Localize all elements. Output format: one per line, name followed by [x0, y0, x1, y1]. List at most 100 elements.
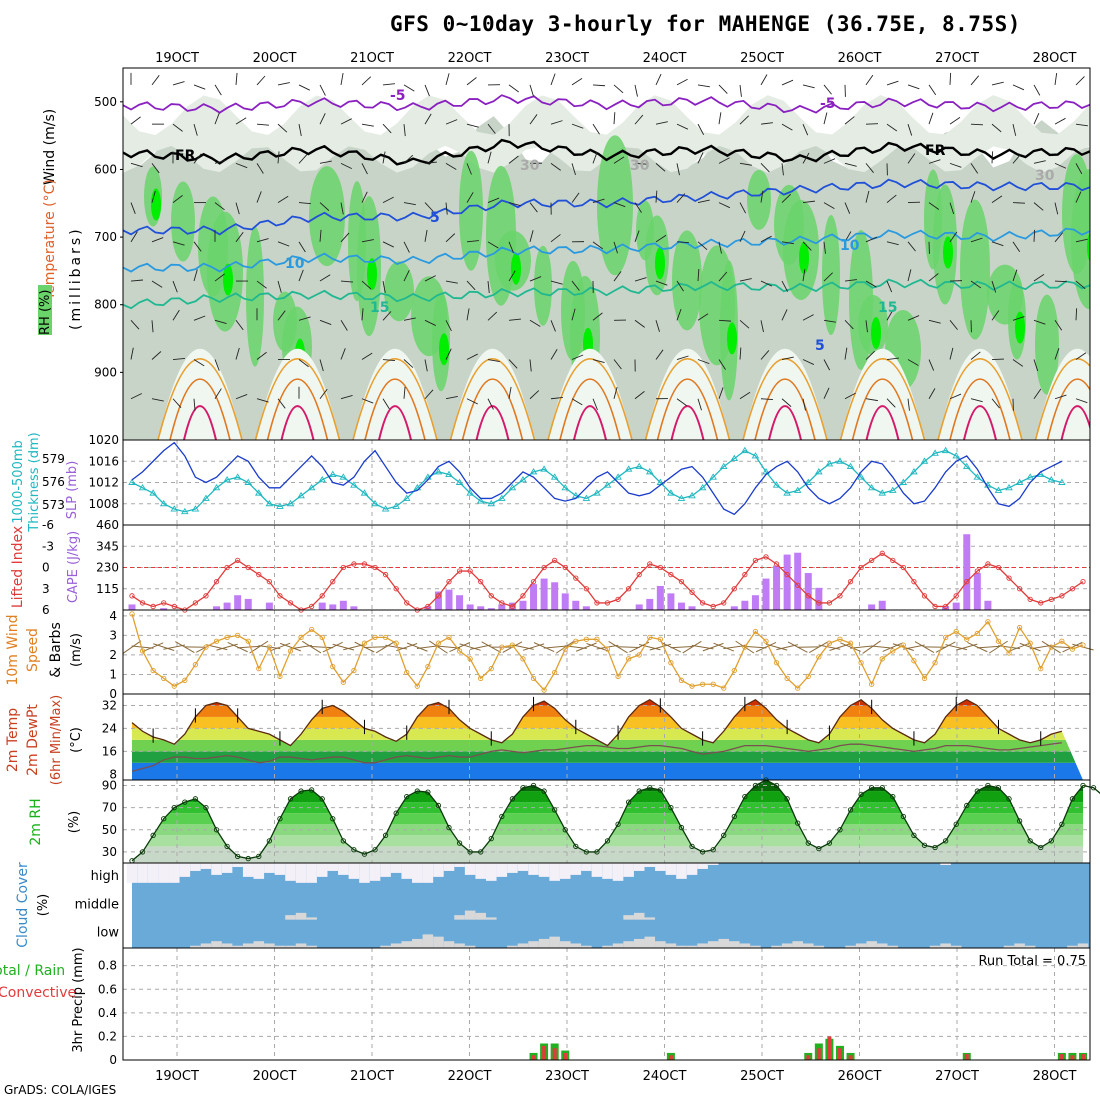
- upper-wind-barb: [424, 359, 428, 372]
- rh-line-point: [784, 796, 790, 802]
- lifted-index-line-point: [847, 579, 854, 585]
- upper-wind-barb: [970, 351, 981, 360]
- upper-wind-barb: [886, 80, 899, 86]
- cape-bar: [635, 604, 643, 610]
- cape-bar: [878, 600, 886, 610]
- upper-wind-barb: [340, 73, 344, 85]
- upper-wind-barb: [550, 120, 563, 125]
- upper-wind-barb: [235, 394, 248, 400]
- upper-wind-barb: [298, 124, 302, 137]
- wind-speed-line-point: [964, 636, 970, 642]
- upper-wind-barb: [361, 239, 374, 243]
- wind-speed-line-point: [816, 654, 822, 660]
- isotherm-20: [839, 358, 926, 440]
- thickness-line-point: [561, 483, 570, 491]
- cloud-cover-cell: [686, 863, 698, 875]
- upper-wind-barb: [172, 81, 185, 86]
- cloud-cover-cell: [623, 915, 634, 920]
- upper-wind-barb: [781, 163, 784, 176]
- upper-wind-barb: [193, 359, 205, 367]
- upper-wind-barb: [865, 74, 874, 86]
- top-date-label: 27OCT: [935, 51, 979, 66]
- upper-wind-barb: [613, 84, 624, 94]
- lifted-index-line-point: [330, 579, 336, 585]
- upper-wind-barb: [844, 279, 857, 282]
- upper-wind-barb: [424, 229, 428, 242]
- rh-line-point: [213, 827, 220, 833]
- temp-color-band: [132, 762, 1083, 780]
- cape-bar: [561, 593, 569, 610]
- upper-wind-barb: [466, 77, 477, 86]
- rh-line-point: [742, 793, 748, 800]
- upper-wind-barb: [403, 202, 416, 206]
- cloud-cover-cell: [454, 915, 465, 920]
- upper-wind-barb: [718, 319, 732, 322]
- precip-convective-bar: [816, 1048, 821, 1060]
- upper-wind-barb: [823, 387, 830, 399]
- cloud-cover-cell: [274, 863, 286, 875]
- upper-wind-barb: [634, 114, 644, 125]
- cloud-cover-cell: [655, 863, 666, 871]
- cloud-cover-cell: [221, 863, 233, 873]
- upper-wind-barb: [319, 113, 326, 125]
- upper-wind-barb: [1075, 123, 1088, 127]
- upper-wind-barb: [823, 241, 826, 254]
- upper-wind-barb: [613, 359, 622, 370]
- upper-wind-barb: [1012, 316, 1025, 321]
- upper-wind-barb: [760, 122, 773, 125]
- precip-axis-label: 3hr Precip (mm): [71, 947, 86, 1052]
- upper-wind-barb: [676, 78, 688, 86]
- lifted-index-line-point: [129, 593, 135, 599]
- upper-wind-barb: [1012, 241, 1021, 253]
- lifted-index-line-point: [224, 564, 230, 571]
- rh-line-point: [161, 816, 167, 822]
- isotherm-30: [475, 405, 510, 440]
- wind-speed-line-point: [689, 683, 695, 689]
- upper-wind-barb: [1075, 352, 1087, 360]
- cloud-cover-cell: [306, 945, 317, 948]
- thickness-line-point: [751, 452, 760, 459]
- cape-bar: [530, 584, 538, 610]
- cape-bar: [265, 602, 273, 610]
- wind-barb: [290, 644, 313, 650]
- top-date-label: 25OCT: [740, 51, 784, 66]
- thickness-tick-label: 573: [42, 498, 65, 512]
- wind-speed-line-point: [847, 640, 854, 646]
- rh-bright-patch: [943, 236, 953, 269]
- upper-wind-barb: [634, 277, 647, 282]
- cloud-cover-cell: [644, 863, 656, 867]
- cloud-cover-cell: [485, 863, 497, 881]
- wind-speed-line-point: [900, 642, 907, 648]
- upper-wind-barb: [907, 359, 919, 366]
- wind-speed-line-point: [287, 648, 294, 654]
- upper-wind-barb: [1033, 229, 1036, 242]
- wind-speed-line-point: [203, 644, 209, 650]
- wind-barb: [945, 644, 968, 651]
- boundary-layer-dome: [645, 348, 730, 440]
- upper-wind-barb: [739, 230, 746, 243]
- wind-speed-line-point: [942, 634, 949, 640]
- wind-barb: [364, 646, 387, 648]
- thickness-line-point: [730, 454, 739, 462]
- upper-wind-barb: [466, 353, 478, 360]
- thickness-line-point: [867, 483, 876, 491]
- upper-wind-barb: [130, 393, 142, 400]
- isotherm-25: [559, 378, 621, 440]
- isotherm-30: [573, 405, 607, 440]
- rh-line-point: [689, 843, 695, 850]
- rh-line-point: [499, 813, 505, 820]
- upper-wind-barb: [718, 241, 722, 254]
- cloud-cover-cell: [612, 943, 624, 948]
- lifted-index-line-point: [256, 571, 262, 578]
- wind-speed-line-point: [731, 667, 737, 674]
- cloud-cover-cell: [887, 945, 899, 948]
- upper-wind-barb: [319, 84, 326, 96]
- upper-wind-barb: [781, 79, 794, 86]
- cloud-cover-cell: [327, 863, 339, 871]
- upper-wind-barb: [697, 199, 710, 204]
- rh-line-point: [171, 805, 177, 811]
- upper-wind-barb: [613, 156, 625, 164]
- cloud-cover-cell: [570, 943, 582, 948]
- wind-axis-label-2: Speed: [25, 628, 41, 672]
- lifted-index-line-point: [964, 579, 970, 585]
